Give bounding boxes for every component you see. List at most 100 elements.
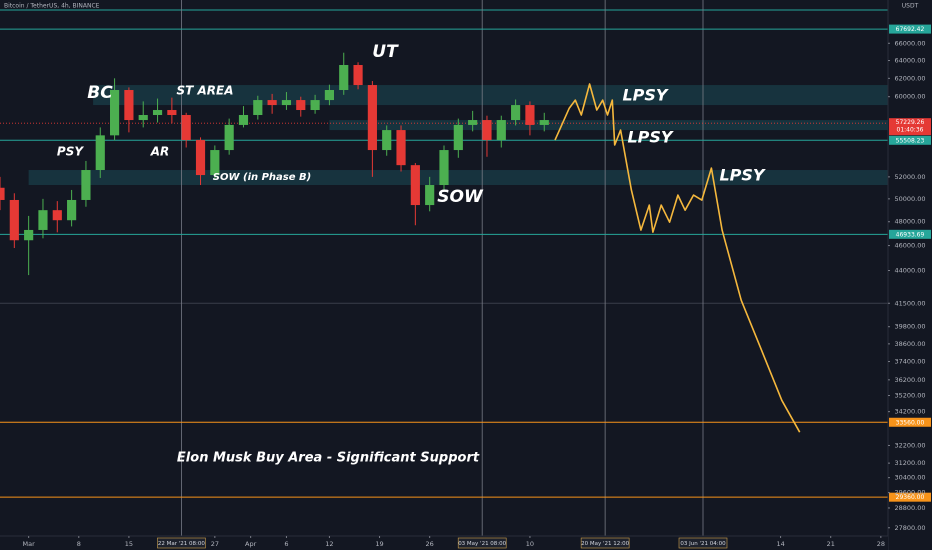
axes: 67692.42 55508.23 46933.69 33560.00 29360.00… bbox=[23, 24, 931, 549]
levels bbox=[0, 0, 888, 540]
candle-body bbox=[224, 124, 234, 151]
y-tick-label: 66000.00 bbox=[894, 39, 925, 47]
candle-body bbox=[310, 100, 320, 111]
y-tick-label: 35200.00 bbox=[894, 392, 925, 400]
y-tick-label: 60000.00 bbox=[894, 93, 925, 101]
x-tick-label: 21 bbox=[827, 540, 835, 548]
annotation: ST AREA bbox=[176, 84, 233, 98]
y-tick-label: 31200.00 bbox=[894, 459, 925, 467]
annotation: LPSY bbox=[719, 166, 765, 185]
annotation: AR bbox=[150, 145, 170, 159]
x-tick-label: 26 bbox=[426, 540, 434, 548]
y-tick-label: 50000.00 bbox=[894, 195, 925, 203]
price-box-label: 55508.23 bbox=[896, 137, 925, 144]
x-tick-label: 28 bbox=[877, 540, 885, 548]
y-tick-label: 28800.00 bbox=[894, 504, 925, 512]
annotation: LPSY bbox=[622, 86, 668, 105]
time-box bbox=[580, 537, 630, 549]
annotation: SOW bbox=[437, 187, 484, 207]
y-tick-label: 64000.00 bbox=[894, 57, 925, 65]
time-box bbox=[457, 537, 507, 549]
candle-body bbox=[52, 210, 62, 221]
annotation: PSY bbox=[57, 145, 84, 159]
time-box bbox=[678, 537, 728, 549]
price-box-label: 33560.00 bbox=[896, 419, 925, 426]
time-box-label: 03 Jun '21 04:00 bbox=[680, 541, 726, 547]
time-box-label: 03 May '21 08:00 bbox=[458, 541, 506, 547]
annotations: PSY BC AR ST AREA SOW (in Phase B) UT SOW LPSY L… bbox=[57, 42, 766, 466]
candle-body bbox=[511, 105, 521, 121]
zone bbox=[93, 85, 888, 106]
y-tick-label: 44000.00 bbox=[894, 266, 925, 274]
time-box-label: 22 Mar '21 08:00 bbox=[158, 541, 205, 547]
x-tick-label: 15 bbox=[125, 540, 133, 548]
candle-body bbox=[253, 100, 263, 116]
y-tick-label: 62000.00 bbox=[894, 74, 925, 82]
chart-title: Bitcoin / TetherUS, 4h, BINANCE bbox=[4, 3, 100, 10]
price-box bbox=[889, 417, 931, 427]
zones bbox=[28, 85, 889, 186]
price-box-label: 67692.42 bbox=[896, 26, 925, 33]
candle-body bbox=[468, 120, 478, 125]
projection-line bbox=[554, 83, 801, 433]
price-box-label: 29360.00 bbox=[896, 494, 925, 501]
price-box bbox=[889, 24, 931, 34]
candle-body bbox=[9, 199, 19, 241]
zone bbox=[28, 170, 889, 186]
x-tick-label: 6 bbox=[284, 540, 288, 548]
y-tick-label: 52000.00 bbox=[894, 173, 925, 181]
candle-body bbox=[539, 120, 549, 125]
candle-body bbox=[382, 130, 392, 151]
x-tick-label: 12 bbox=[325, 540, 333, 548]
candle-body bbox=[138, 115, 148, 121]
x-tick-label: 19 bbox=[375, 540, 383, 548]
candle-body bbox=[81, 170, 91, 200]
candle-body bbox=[410, 165, 420, 206]
candle-body bbox=[525, 105, 535, 125]
candle-body bbox=[453, 124, 463, 151]
x-tick-label: 14 bbox=[776, 540, 784, 548]
y-tick-label: 36200.00 bbox=[894, 376, 925, 384]
time-axis bbox=[0, 536, 888, 550]
candle-body bbox=[267, 100, 277, 106]
x-tick-label: 8 bbox=[77, 540, 81, 548]
price-box bbox=[889, 492, 931, 502]
y-tick-label: 46000.00 bbox=[894, 242, 925, 250]
candle-body bbox=[367, 85, 377, 151]
annotation: LPSY bbox=[627, 128, 673, 147]
price-box bbox=[889, 229, 931, 239]
candles bbox=[0, 52, 549, 276]
zone bbox=[329, 120, 889, 131]
candle-body bbox=[439, 150, 449, 186]
candle-body bbox=[109, 90, 120, 136]
y-tick-label: 39800.00 bbox=[894, 323, 925, 331]
candle-body bbox=[181, 115, 191, 141]
candle-body bbox=[167, 110, 177, 116]
y-tick-label: 48000.00 bbox=[894, 218, 925, 226]
y-tick-label: 29600.00 bbox=[894, 489, 925, 497]
candle-body bbox=[95, 135, 105, 171]
candle-body bbox=[339, 65, 349, 91]
annotation: Elon Musk Buy Area - Significant Support bbox=[177, 451, 480, 466]
y-tick-label: 41500.00 bbox=[894, 299, 925, 307]
x-tick-label: Apr bbox=[245, 540, 257, 548]
candle-body bbox=[324, 90, 335, 101]
candle-body bbox=[38, 210, 48, 230]
y-tick-label: 34200.00 bbox=[894, 408, 925, 416]
candle-body bbox=[496, 120, 506, 141]
y-tick-label: 37400.00 bbox=[894, 358, 925, 366]
y-tick-label: 30400.00 bbox=[894, 474, 925, 482]
price-box bbox=[889, 135, 931, 145]
candle-body bbox=[195, 140, 206, 176]
price-axis bbox=[888, 0, 932, 550]
time-box bbox=[157, 537, 206, 549]
last-price-label: 57229.26 bbox=[896, 119, 925, 126]
currency: USDT bbox=[902, 3, 919, 10]
x-tick-label: Mar bbox=[23, 540, 36, 548]
x-tick-label: 27 bbox=[211, 540, 219, 548]
time-box-label: 20 May '21 12:00 bbox=[581, 541, 629, 547]
candle-body bbox=[210, 150, 220, 176]
